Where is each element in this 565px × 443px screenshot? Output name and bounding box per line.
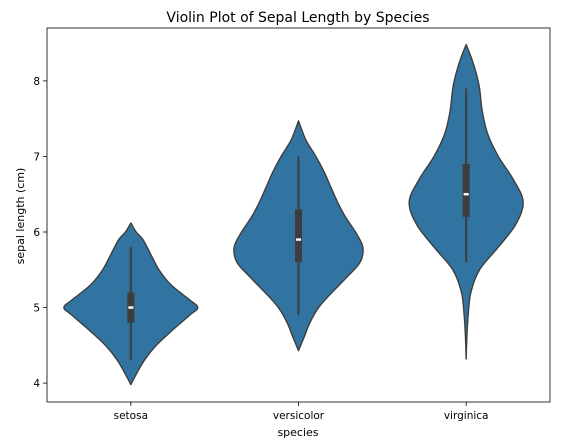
y-tick-label: 7 <box>33 151 40 163</box>
x-tick-label: versicolor <box>273 410 325 422</box>
chart-title: Violin Plot of Sepal Length by Species <box>166 10 429 26</box>
y-tick-label: 5 <box>33 303 40 315</box>
x-axis-label: species <box>277 426 318 439</box>
x-tick-label: virginica <box>444 410 489 422</box>
x-tick-label: setosa <box>114 410 148 422</box>
median-marker-virginica <box>463 193 469 196</box>
y-tick-label: 8 <box>33 76 40 88</box>
y-tick-label: 6 <box>33 227 40 239</box>
plot-area: 4 5 6 7 8 setosa versicolor virginica <box>33 27 551 422</box>
median-marker-setosa <box>128 306 134 309</box>
median-marker-versicolor <box>296 238 301 241</box>
y-axis-label: sepal length (cm) <box>14 168 27 265</box>
iqr-box-versicolor <box>295 209 302 263</box>
iqr-box-virginica <box>462 164 470 217</box>
y-tick-label: 4 <box>33 378 40 390</box>
